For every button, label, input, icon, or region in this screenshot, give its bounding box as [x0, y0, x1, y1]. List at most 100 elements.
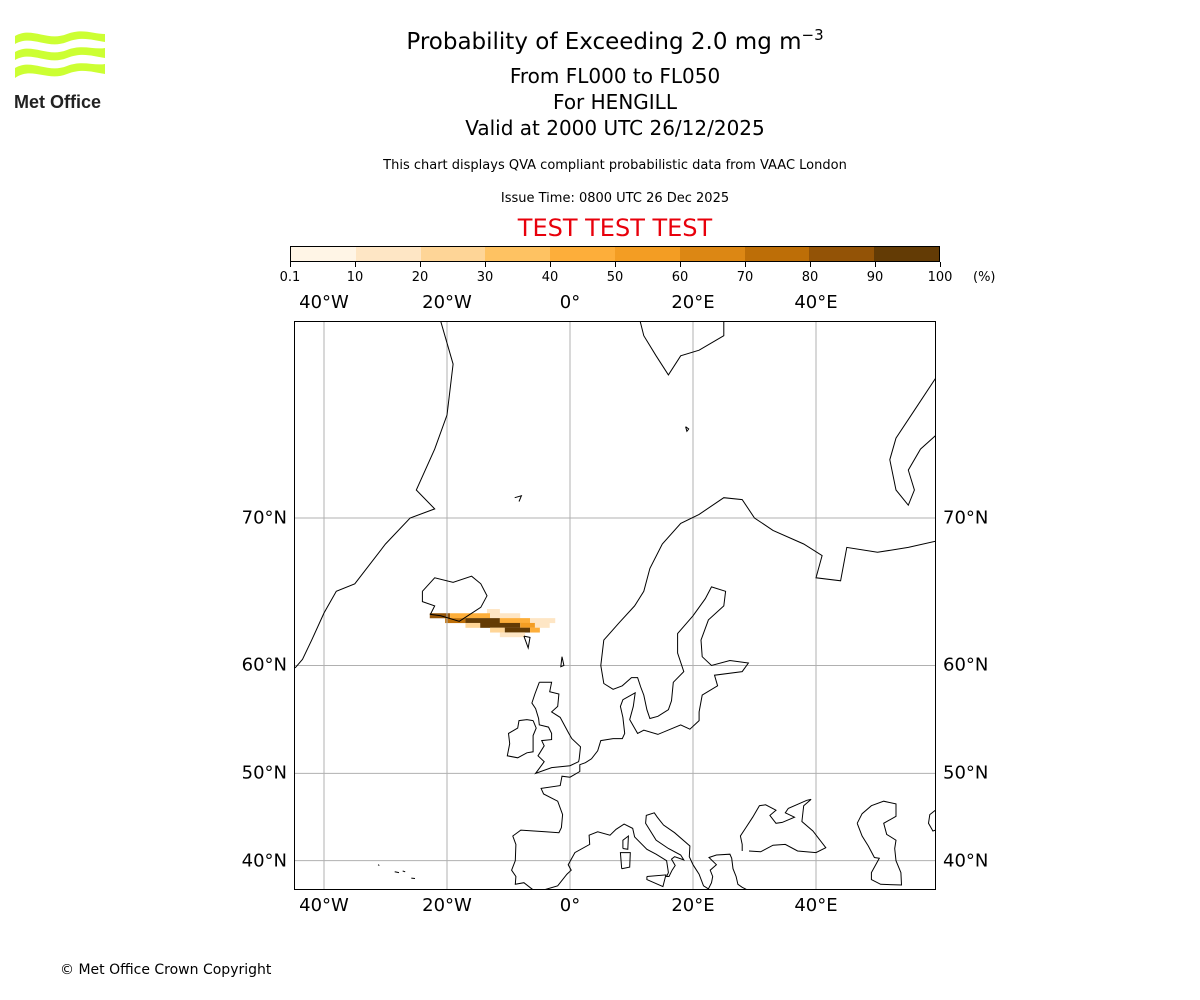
plume-cell	[490, 613, 521, 619]
colorbar-segment	[485, 247, 551, 261]
coastline	[560, 656, 565, 668]
colorbar-segment	[550, 247, 615, 261]
copyright: © Met Office Crown Copyright	[60, 962, 272, 978]
chart-title: Probability of Exceeding 2.0 mg m−3	[0, 26, 1200, 55]
coastline	[514, 495, 523, 502]
colorbar-tick	[549, 262, 551, 267]
issue-time: Issue Time: 0800 UTC 26 Dec 2025	[500, 191, 730, 206]
coastline	[739, 798, 827, 854]
colorbar-tick	[484, 262, 486, 267]
colorbar-tick	[419, 262, 421, 267]
title-text: Probability of Exceeding 2.0 mg m	[406, 29, 802, 55]
lon-label: 40°W	[299, 292, 349, 313]
plume-cell	[520, 622, 535, 628]
colorbar-label: 70	[736, 270, 754, 285]
lon-label: 40°E	[794, 895, 838, 916]
plume-cell	[534, 622, 550, 628]
colorbar-tick	[354, 262, 356, 267]
colorbar-tick	[744, 262, 746, 267]
lon-label: 0°	[559, 292, 581, 313]
plume-cell	[504, 627, 531, 633]
volcano-name: For HENGILL	[553, 90, 677, 114]
plume-cell	[465, 618, 500, 624]
plume-cell	[499, 632, 526, 638]
logo-text: Met Office	[14, 92, 101, 112]
plume-cell	[480, 622, 521, 628]
level-range: From FL000 to FL050	[509, 64, 721, 88]
lat-label: 40°N	[241, 850, 287, 872]
lat-label: 70°N	[241, 507, 287, 529]
chart-description: This chart displays QVA compliant probab…	[383, 158, 847, 173]
lon-label: 20°W	[422, 895, 472, 916]
valid-time: Valid at 2000 UTC 26/12/2025	[465, 116, 765, 140]
coastline	[646, 874, 667, 888]
colorbar-segment	[355, 247, 421, 261]
coastline	[511, 497, 936, 890]
colorbar-label: 0.1	[279, 270, 301, 285]
lon-label: 20°E	[671, 895, 715, 916]
lon-label: 20°E	[671, 292, 715, 313]
lat-label: 70°N	[943, 507, 989, 529]
colorbar-label: 90	[866, 270, 884, 285]
lon-label: 20°W	[422, 292, 472, 313]
colorbar-label: 20	[411, 270, 429, 285]
colorbar-segment	[614, 247, 680, 261]
lat-label: 60°N	[241, 654, 287, 676]
coastline	[542, 812, 749, 890]
colorbar-segment	[744, 247, 810, 261]
plume-cell	[490, 627, 505, 633]
lat-label: 50°N	[241, 762, 287, 784]
map-frame	[294, 321, 936, 890]
coastline	[685, 426, 690, 433]
colorbar-tick	[679, 262, 681, 267]
colorbar-label: 10	[346, 270, 364, 285]
plume-cell	[486, 609, 500, 615]
met-office-logo: Met Office	[14, 31, 105, 112]
colorbar-tick	[939, 262, 941, 267]
coastlines	[294, 321, 936, 890]
coastline	[856, 800, 903, 886]
coastline	[889, 376, 936, 507]
plume-cell	[530, 627, 540, 633]
colorbar-segment	[679, 247, 745, 261]
coastline	[639, 321, 725, 376]
colorbar-label: 30	[476, 270, 494, 285]
colorbar-label: 80	[801, 270, 819, 285]
colorbar-segment	[809, 247, 875, 261]
lat-label: 60°N	[943, 654, 989, 676]
coastline	[927, 809, 936, 832]
plume-cell	[499, 618, 531, 624]
test-banner: TEST TEST TEST	[517, 214, 713, 242]
colorbar-tick	[289, 262, 291, 267]
colorbar-tick	[614, 262, 616, 267]
plume-cell	[450, 613, 491, 619]
colorbar	[290, 246, 940, 262]
coastline	[523, 635, 531, 650]
coastline	[294, 321, 454, 669]
wave-logo-icon	[15, 31, 105, 78]
coastline	[622, 834, 629, 850]
colorbar-label: 100	[927, 270, 953, 285]
lon-label: 0°	[559, 895, 581, 916]
colorbar-label: 50	[606, 270, 624, 285]
colorbar-tick	[874, 262, 876, 267]
coastline	[506, 719, 537, 759]
lat-label: 40°N	[943, 850, 989, 872]
coastline	[377, 864, 380, 866]
colorbar-label: 60	[671, 270, 689, 285]
coastline	[402, 870, 406, 873]
lon-label: 40°E	[794, 292, 838, 313]
coastline	[421, 575, 488, 622]
plume-cell	[465, 622, 481, 628]
coastline	[619, 852, 631, 870]
lon-label: 40°W	[299, 895, 349, 916]
colorbar-unit: (%)	[973, 270, 996, 285]
map	[294, 321, 936, 890]
lat-label: 50°N	[943, 762, 989, 784]
coastline	[531, 681, 582, 775]
colorbar-label: 40	[541, 270, 559, 285]
colorbar-tick	[809, 262, 811, 267]
title-superscript: −3	[801, 26, 824, 44]
colorbar-segment	[420, 247, 486, 261]
coastline	[394, 871, 400, 874]
